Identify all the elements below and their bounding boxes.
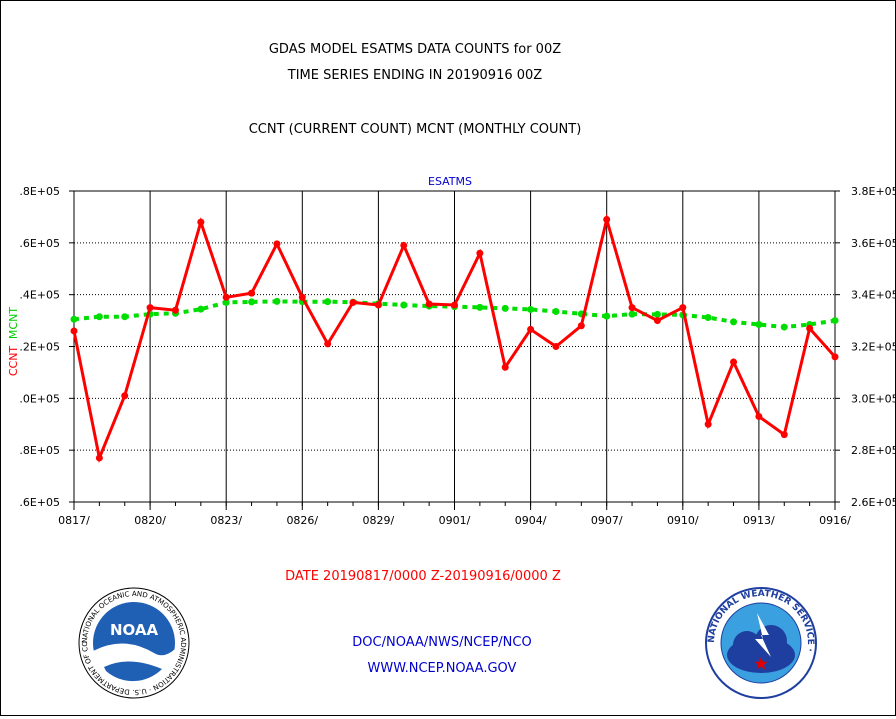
- x-tick-label: 0823/: [210, 514, 242, 527]
- x-tick-label: 0901/: [439, 514, 471, 527]
- ccnt-point: [552, 343, 560, 350]
- left-axis-label: CCNT: [7, 346, 20, 377]
- ccnt-point: [222, 293, 230, 301]
- mcnt-point: [831, 317, 839, 325]
- left-tick-label: .4E+05: [19, 289, 60, 302]
- right-tick-label: 2.6E+05: [851, 496, 895, 509]
- right-tick-label: 2.8E+05: [851, 444, 895, 457]
- left-tick-label: .8E+05: [19, 185, 60, 198]
- mcnt-point: [552, 308, 560, 316]
- chart-subtitle: CCNT (CURRENT COUNT) MCNT (MONTHLY COUNT…: [249, 122, 582, 137]
- left-tick-label: .8E+05: [19, 444, 60, 457]
- left-tick-label: .6E+05: [19, 237, 60, 250]
- mcnt-point: [400, 301, 408, 309]
- ccnt-point: [780, 431, 788, 439]
- url-line: WWW.NCEP.NOAA.GOV: [368, 661, 517, 676]
- x-tick-label: 0916/: [819, 514, 851, 527]
- mcnt-point: [121, 313, 129, 321]
- ccnt-point: [831, 353, 839, 361]
- ccnt-point: [653, 317, 661, 325]
- x-tick-label: 0904/: [515, 514, 547, 527]
- x-tick-label: 0829/: [363, 514, 395, 527]
- mcnt-point: [755, 320, 763, 328]
- x-tick-label: 0826/: [286, 514, 318, 527]
- ccnt-point: [679, 304, 687, 312]
- ccnt-point: [171, 306, 179, 314]
- x-tick-label: 0817/: [58, 514, 90, 527]
- x-tick-label: 0907/: [591, 514, 623, 527]
- ccnt-point: [273, 240, 281, 248]
- right-axis-label-left-side: MCNT: [7, 307, 20, 339]
- ccnt-point: [349, 298, 357, 306]
- ccnt-point: [70, 327, 78, 335]
- x-tick-label: 0913/: [743, 514, 775, 527]
- mcnt-point: [730, 318, 738, 326]
- series-layer: [70, 213, 839, 464]
- ccnt-point: [400, 241, 408, 249]
- grid-layer: [74, 190, 835, 502]
- ccnt-point: [730, 358, 738, 366]
- x-tick-label: 0820/: [134, 514, 166, 527]
- ccnt-point: [806, 324, 814, 332]
- ccnt-point: [476, 249, 484, 257]
- mcnt-point: [222, 298, 230, 306]
- ccnt-point: [628, 304, 636, 312]
- ccnt-point: [577, 322, 585, 330]
- mcnt-point: [273, 297, 281, 305]
- ccnt-point: [704, 420, 712, 428]
- ccnt-point: [146, 304, 154, 312]
- ccnt-point: [374, 301, 382, 309]
- ccnt-point: [755, 412, 763, 420]
- mcnt-point: [324, 298, 332, 306]
- chart-title-line2: TIME SERIES ENDING IN 20190916 00Z: [287, 68, 543, 83]
- right-tick-label: 3.4E+05: [851, 289, 895, 302]
- ccnt-point: [248, 289, 256, 297]
- date-range: DATE 20190817/0000 Z-20190916/0000 Z: [285, 569, 561, 584]
- ccnt-point: [197, 218, 205, 226]
- ccnt-point: [603, 216, 611, 224]
- right-tick-label: 3.6E+05: [851, 237, 895, 250]
- noaa-logo: NOAA NATIONAL OCEANIC AND ATMOSPHERIC AD…: [78, 587, 190, 699]
- mcnt-point: [70, 315, 78, 323]
- left-tick-label: .6E+05: [19, 496, 60, 509]
- org-line: DOC/NOAA/NWS/NCEP/NCO: [352, 635, 531, 650]
- ccnt-point: [425, 300, 433, 308]
- mcnt-point: [704, 313, 712, 321]
- x-tick-label: 0910/: [667, 514, 699, 527]
- left-tick-label: .0E+05: [19, 392, 60, 405]
- chart-title-line1: GDAS MODEL ESATMS DATA COUNTS for 00Z: [269, 42, 561, 57]
- mcnt-point: [780, 323, 788, 331]
- panel-title: ESATMS: [428, 175, 472, 188]
- mcnt-point: [501, 304, 509, 312]
- noaa-logo-text: NOAA: [110, 621, 159, 639]
- plot-frame: [73, 190, 836, 503]
- ccnt-point: [451, 301, 458, 309]
- ccnt-point: [298, 293, 306, 301]
- right-tick-label: 3.2E+05: [851, 341, 895, 354]
- right-tick-label: 3.0E+05: [851, 392, 895, 405]
- mcnt-point: [476, 303, 484, 311]
- left-tick-label: .2E+05: [19, 341, 60, 354]
- ccnt-point: [121, 392, 129, 400]
- mcnt-point: [95, 313, 103, 321]
- nws-logo: NATIONAL WEATHER SERVICE ·: [705, 587, 817, 699]
- mcnt-point: [628, 310, 636, 318]
- mcnt-point: [197, 305, 205, 313]
- mcnt-point: [603, 312, 611, 320]
- mcnt-point: [248, 298, 256, 306]
- ccnt-point: [527, 325, 535, 333]
- ccnt-point: [324, 340, 332, 348]
- axes-layer: .6E+05 2.6E+05 .8E+05 2.8E+05 .0E+05 3.0E+05.…: [19, 185, 896, 527]
- ccnt-point: [501, 363, 509, 371]
- mcnt-point: [527, 305, 535, 313]
- right-tick-label: 3.8E+05: [851, 185, 895, 198]
- mcnt-point: [653, 310, 661, 318]
- ccnt-point: [95, 454, 103, 462]
